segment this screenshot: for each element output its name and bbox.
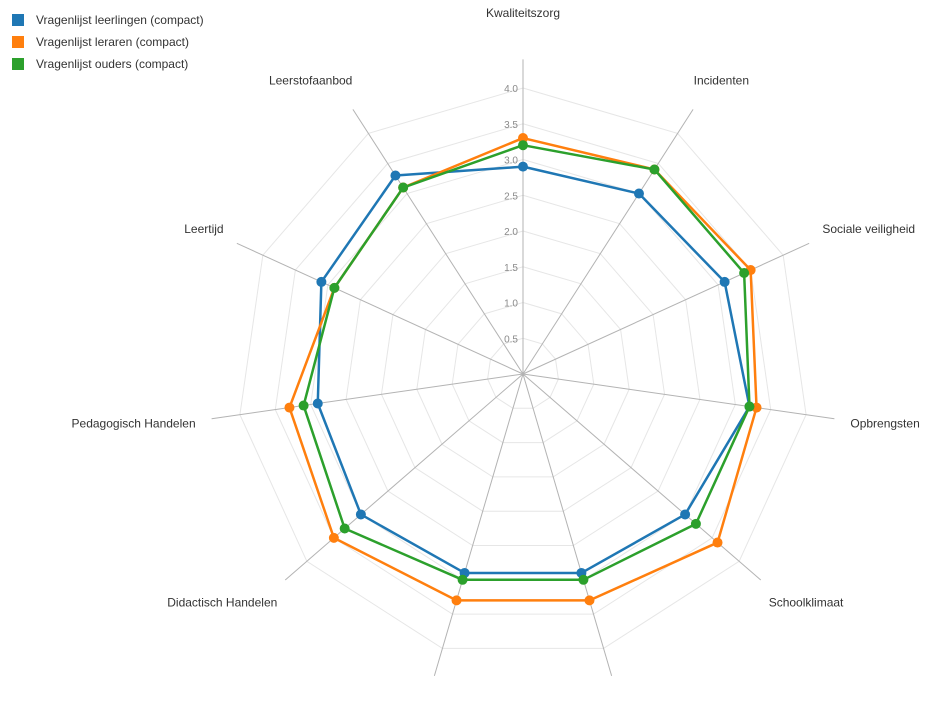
series-line-2	[302, 143, 751, 582]
category-label: Schoolklimaat	[769, 595, 844, 609]
category-label: Pedagogisch Handelen	[72, 417, 196, 431]
tick-label: 1.0	[504, 299, 518, 310]
category-label: Opbrengsten	[850, 417, 919, 431]
data-point[interactable]	[355, 509, 366, 520]
category-label: Leerstofaanbod	[269, 73, 352, 87]
spoke-line	[236, 242, 524, 375]
data-point[interactable]	[578, 574, 589, 585]
data-point[interactable]	[518, 161, 528, 172]
chart-legend: Vragenlijst leerlingen (compact) Vragenl…	[12, 9, 204, 75]
spoke-line	[522, 373, 613, 676]
legend-label-leraren: Vragenlijst leraren (compact)	[36, 35, 189, 49]
data-point[interactable]	[518, 140, 528, 151]
tick-label: 1.5	[504, 263, 518, 274]
spoke-line	[522, 109, 694, 375]
legend-swatch-ouders	[12, 58, 24, 70]
data-point[interactable]	[316, 276, 327, 287]
radar-labels: 0.5 1.0 1.5 2.0 2.5 3.0 3.5 4.0 Kwaliteitszorg In…	[72, 6, 920, 609]
spoke-line	[352, 109, 524, 375]
category-label: Sociale veiligheid	[822, 222, 915, 236]
grid-ring	[416, 266, 630, 478]
spoke-line	[211, 373, 524, 420]
category-label: Incidenten	[694, 73, 749, 87]
data-point[interactable]	[339, 523, 350, 534]
spoke-line	[522, 373, 762, 581]
data-point[interactable]	[328, 532, 339, 543]
data-point[interactable]	[457, 574, 468, 585]
data-point[interactable]	[649, 164, 660, 175]
data-point[interactable]	[398, 182, 409, 193]
category-label: Didactisch Handelen	[167, 595, 277, 609]
spoke-line	[433, 373, 524, 676]
data-point[interactable]	[329, 282, 340, 293]
tick-label: 2.0	[504, 227, 518, 238]
data-point[interactable]	[744, 401, 755, 412]
data-point[interactable]	[312, 398, 323, 409]
data-point[interactable]	[298, 400, 309, 411]
legend-item-leraren[interactable]: Vragenlijst leraren (compact)	[12, 31, 204, 53]
data-point[interactable]	[690, 518, 701, 529]
tick-label: 2.5	[504, 191, 518, 202]
data-point[interactable]	[719, 276, 730, 287]
data-point[interactable]	[739, 268, 750, 279]
data-point[interactable]	[390, 170, 401, 181]
grid-ring	[380, 230, 666, 512]
data-point[interactable]	[633, 188, 644, 199]
tick-label: 0.5	[504, 334, 518, 345]
legend-swatch-leraren	[12, 36, 24, 48]
series-line-0	[316, 165, 751, 575]
data-point[interactable]	[584, 595, 595, 606]
category-label: Leertijd	[184, 222, 223, 236]
spoke-line	[522, 373, 835, 420]
legend-item-leerlingen[interactable]: Vragenlijst leerlingen (compact)	[12, 9, 204, 31]
legend-swatch-leerlingen	[12, 14, 24, 26]
radar-series	[284, 133, 762, 606]
grid-ring	[239, 87, 807, 649]
legend-label-leerlingen: Vragenlijst leerlingen (compact)	[36, 13, 204, 27]
grid-ring	[451, 301, 595, 444]
tick-label: 3.5	[504, 120, 518, 131]
data-point[interactable]	[451, 595, 462, 606]
grid-ring	[487, 337, 559, 409]
data-point[interactable]	[284, 402, 295, 413]
spoke-line	[522, 242, 810, 375]
legend-label-ouders: Vragenlijst ouders (compact)	[36, 57, 189, 71]
tick-label: 3.0	[504, 156, 518, 167]
data-point[interactable]	[518, 133, 528, 144]
tick-label: 4.0	[504, 84, 518, 95]
data-point[interactable]	[712, 537, 723, 548]
legend-item-ouders[interactable]: Vragenlijst ouders (compact)	[12, 53, 204, 75]
grid-ring	[345, 194, 701, 547]
category-label: Kwaliteitszorg	[486, 6, 560, 20]
data-point[interactable]	[680, 509, 691, 520]
spoke-line	[284, 373, 524, 581]
